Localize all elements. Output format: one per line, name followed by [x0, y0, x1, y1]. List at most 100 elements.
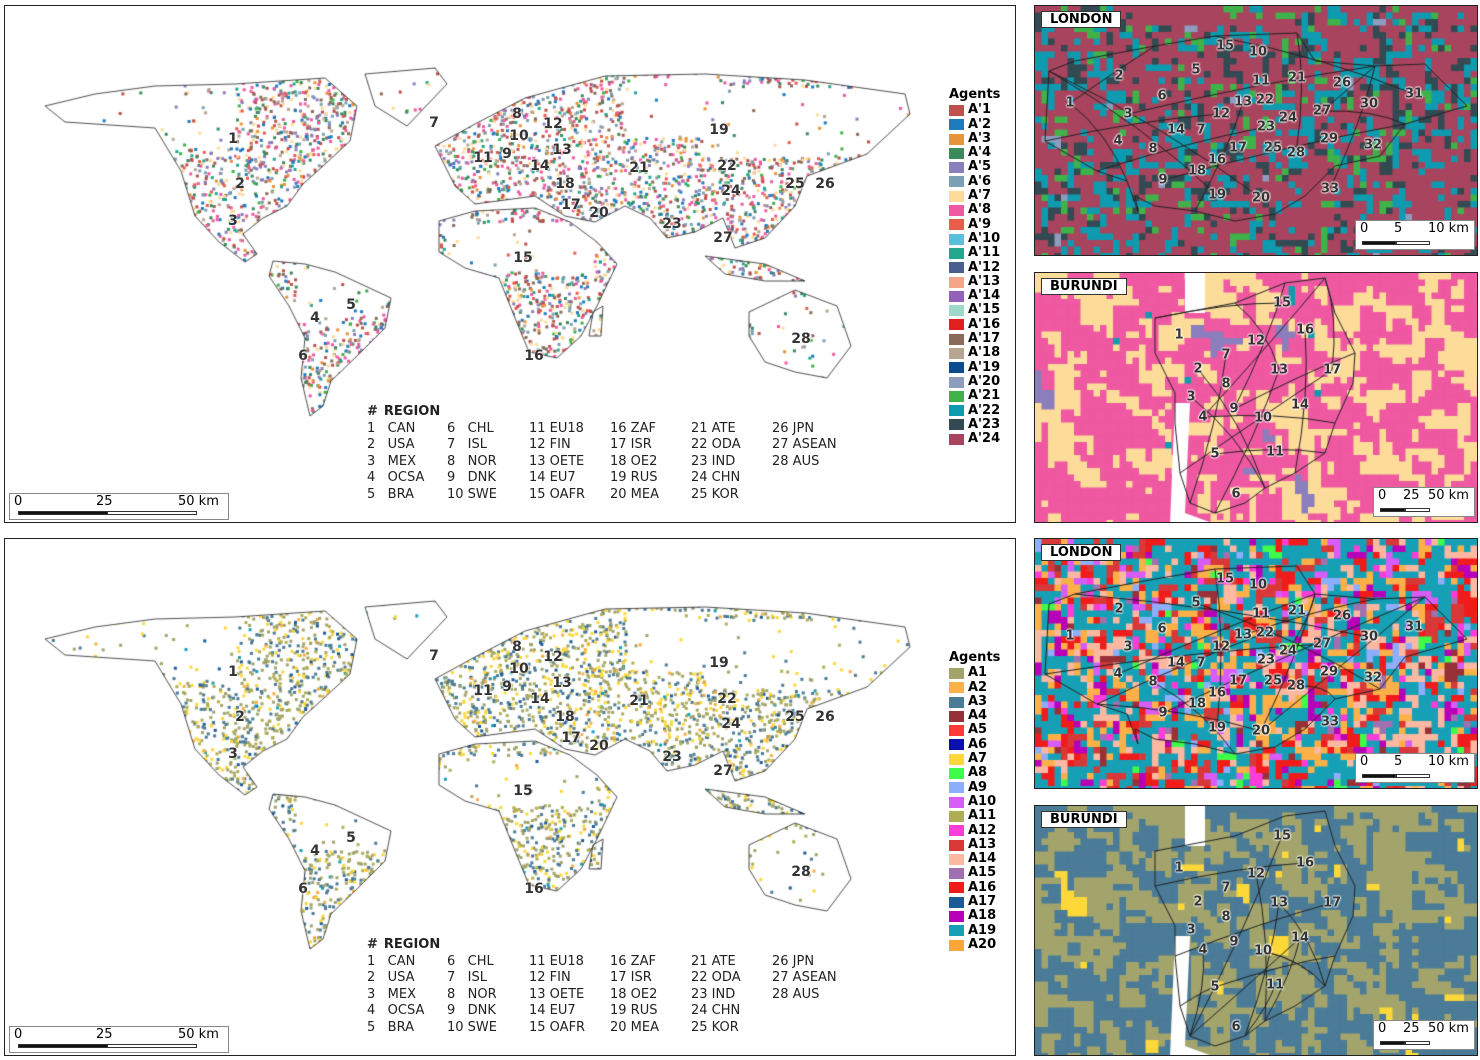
scale-tick-label: 50 km [1428, 1021, 1469, 1036]
london-bottom-unit-label: 10 [1248, 577, 1268, 593]
region-entry: 4 OCSA [367, 470, 425, 486]
region-entry: 2 USA [367, 437, 415, 453]
legend-label: A'16 [968, 316, 1001, 332]
legend-label: A'8 [968, 202, 992, 218]
region-table: # REGION 1 CAN 2 USA 3 MEX 4 OCSA 5 BRA 6 CHL 7 … [367, 937, 847, 1047]
legend-label: A'7 [968, 188, 992, 204]
region-entry: 10 SWE [447, 486, 497, 502]
region-label-25: 25 [785, 709, 805, 725]
legend-label: A'19 [968, 359, 1001, 375]
london-bottom-unit-label: 15 [1215, 571, 1235, 587]
legend-label: A12 [968, 822, 997, 838]
legend-swatch [949, 839, 964, 851]
legend-label: A4 [968, 708, 988, 724]
region-entry: 17 ISR [610, 970, 652, 986]
legend-item: A1 [949, 665, 1000, 681]
london-bottom-unit-label: 23 [1256, 652, 1276, 668]
legend-label: A'11 [968, 245, 1001, 261]
legend-swatch [949, 205, 964, 217]
london-bottom-unit-label: 1 [1065, 628, 1075, 644]
region-label-27: 27 [713, 763, 733, 779]
london-bottom-unit-label: 5 [1191, 595, 1201, 611]
legend-swatch [949, 319, 964, 331]
region-entry: 8 NOR [447, 986, 497, 1002]
region-label-8: 8 [512, 639, 522, 655]
london-top-title: LONDON [1041, 11, 1122, 28]
burundi-bottom-unit-label: 7 [1221, 880, 1231, 896]
region-label-10: 10 [509, 128, 529, 144]
london-bottom-unit-label: 24 [1278, 643, 1298, 659]
london-top-unit-label: 12 [1211, 106, 1231, 122]
region-entry: 10 SWE [447, 1019, 497, 1035]
london-top-unit-label: 22 [1255, 92, 1275, 108]
legend-swatch [949, 104, 964, 116]
legend-label: A16 [968, 879, 997, 895]
legend-item: A15 [949, 866, 1000, 880]
region-label-19: 19 [709, 122, 729, 138]
region-label-6: 6 [298, 881, 308, 897]
region-table-header: # REGION [367, 404, 847, 419]
legend-swatch [949, 725, 964, 737]
london-top-unit-label: 1 [1065, 95, 1075, 111]
legend-swatch [949, 362, 964, 374]
region-entry: 1 CAN [367, 954, 416, 969]
region-label-23: 23 [662, 749, 682, 765]
legend-label: A'14 [968, 288, 1001, 304]
london-top-unit-label: 4 [1113, 133, 1123, 149]
london-bottom-unit-label: 9 [1158, 705, 1168, 721]
london-bottom-unit-label: 6 [1157, 621, 1167, 637]
legend-swatch [949, 768, 964, 780]
london-bottom-unit-label: 26 [1332, 608, 1352, 624]
scale-tick-label: 5 [1394, 754, 1403, 769]
legend-item: A'14 [949, 288, 1001, 304]
region-entry: 26 JPN [772, 954, 815, 969]
legend-item: A'21 [949, 388, 1000, 403]
region-label-24: 24 [721, 716, 741, 732]
region-entry: 24 CHN [691, 470, 741, 486]
legend-item: A8 [949, 766, 1000, 780]
scale-tick-label: 25 [1403, 1021, 1420, 1036]
burundi-bottom-unit-label: 1 [1174, 860, 1184, 876]
london-bottom-unit-label: 18 [1187, 696, 1207, 712]
region-label-20: 20 [589, 738, 609, 754]
london-bottom-raster [1035, 539, 1477, 788]
london-top-unit-label: 32 [1363, 137, 1383, 153]
world-map-bottom: 1 2 3 4 5 6 7 8 9 10 11 12 13 14 15 16 17 18 19 20 21 22 23 24 2… [4, 538, 1016, 1056]
legend-label: A'5 [968, 159, 992, 175]
london-top-unit-label: 29 [1319, 131, 1339, 147]
legend-swatch [949, 219, 964, 231]
legend-swatch [949, 262, 964, 274]
legend-item: A16 [949, 879, 1000, 895]
region-entry: 24 CHN [691, 1003, 741, 1019]
london-bottom-unit-label: 14 [1166, 655, 1186, 671]
legend-item: A17 [949, 894, 1000, 909]
legend-item: A13 [949, 837, 1000, 852]
region-entry: 27 ASEAN [772, 970, 837, 986]
burundi-top-unit-label: 2 [1193, 361, 1203, 377]
london-bottom-unit-label: 17 [1228, 673, 1248, 689]
burundi-top-unit-label: 8 [1221, 376, 1231, 392]
legend-swatch [949, 233, 964, 245]
region-label-15: 15 [513, 250, 533, 266]
scale-bar: 0 5 10 km [1355, 753, 1475, 783]
legend-item: A6 [949, 736, 1000, 752]
legend-label: A6 [968, 736, 988, 752]
legend-item: A'24 [949, 431, 1000, 446]
region-entry: 1 CAN [367, 421, 416, 436]
legend-label: A9 [968, 779, 988, 795]
burundi-top-unit-label: 13 [1269, 362, 1289, 378]
london-bottom-unit-label: 16 [1207, 685, 1227, 701]
region-entry: 20 MEA [610, 1019, 659, 1035]
legend-swatch [949, 290, 964, 302]
region-label-12: 12 [543, 649, 563, 665]
legend-label: A'15 [968, 302, 1001, 318]
region-entry: 7 ISL [447, 970, 487, 986]
london-top-unit-label: 11 [1251, 73, 1271, 89]
legend-item: A'11 [949, 245, 1001, 261]
legend-swatch [949, 162, 964, 174]
region-entry: 23 IND [691, 453, 736, 469]
region-entry: 21 ATE [691, 421, 736, 436]
legend-label: A1 [968, 665, 988, 681]
london-inset-bottom: 1 2 3 4 5 6 7 8 9 10 11 12 13 14 15 16 17 18 19 20 21 22 23 24 2… [1034, 538, 1478, 789]
legend-swatch [949, 276, 964, 288]
